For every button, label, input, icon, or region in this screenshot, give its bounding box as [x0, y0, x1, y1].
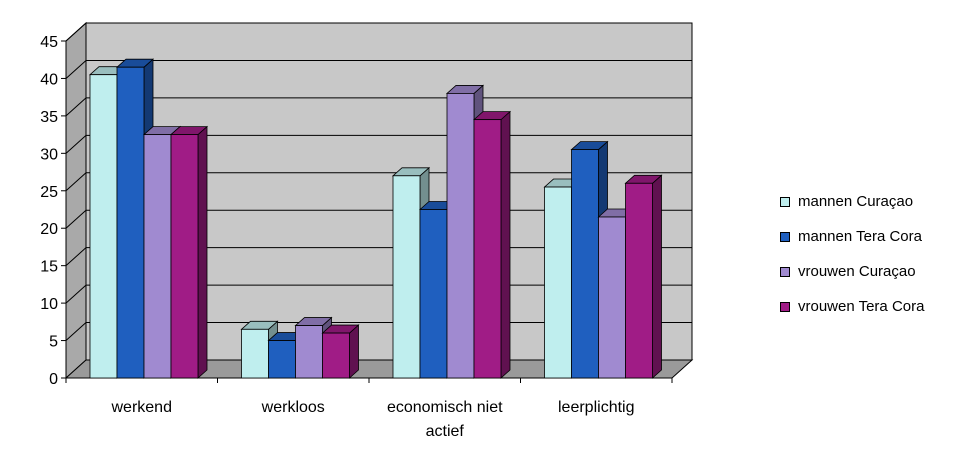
bar: [89, 74, 118, 379]
x-tick-label: werkend: [111, 399, 172, 416]
x-tick-label: werkloos: [261, 399, 325, 416]
bar: [322, 332, 350, 379]
y-tick-label: 45: [40, 34, 58, 51]
bar: [116, 66, 145, 379]
bar: [268, 340, 296, 379]
x-tick-label: actief: [426, 423, 465, 440]
legend-swatch: [780, 266, 790, 277]
y-tick-label: 5: [49, 334, 58, 351]
y-tick-label: 25: [40, 184, 58, 201]
bar-side: [349, 324, 359, 379]
y-tick-label: 15: [40, 259, 58, 276]
legend-entry: mannen Tera Cora: [780, 219, 924, 254]
gridline: [65, 22, 692, 42]
legend-swatch: [780, 231, 790, 242]
x-tick-label: economisch niet: [387, 399, 503, 416]
legend-entry: mannen Curaçao: [780, 184, 924, 219]
bar-side: [197, 125, 208, 379]
legend-entry: vrouwen Curaçao: [780, 254, 924, 289]
y-tick-label: 35: [40, 109, 58, 126]
legend-label: vrouwen Tera Cora: [798, 298, 925, 315]
legend-entry: vrouwen Tera Cora: [780, 289, 924, 324]
legend-swatch: [780, 196, 790, 207]
legend-label: mannen Tera Cora: [798, 228, 922, 245]
y-tick-label: 30: [40, 146, 58, 163]
legend-label: vrouwen Curaçao: [798, 263, 916, 280]
bar: [392, 175, 421, 379]
bar-side: [500, 110, 511, 379]
bar: [544, 186, 572, 379]
bar: [170, 134, 199, 379]
chart-legend: mannen Curaçao mannen Tera Cora vrouwen Cu…: [780, 184, 924, 324]
bar: [419, 209, 448, 379]
bar: [473, 119, 502, 379]
bar: [241, 328, 269, 379]
bar: [598, 216, 626, 379]
bar: [446, 93, 475, 379]
gridline: [65, 59, 692, 79]
bar: [295, 325, 323, 379]
y-tick-label: 0: [49, 371, 58, 388]
bar: [625, 182, 653, 379]
gridline: [65, 97, 692, 117]
bar: [571, 149, 599, 379]
y-tick-label: 10: [40, 296, 58, 313]
x-tick-label: leerplichtig: [558, 399, 634, 416]
bar-side: [652, 174, 662, 379]
legend-swatch: [780, 301, 790, 312]
bar: [143, 134, 172, 379]
y-tick-label: 20: [40, 221, 58, 238]
y-tick-label: 40: [40, 71, 58, 88]
legend-label: mannen Curaçao: [798, 193, 914, 210]
